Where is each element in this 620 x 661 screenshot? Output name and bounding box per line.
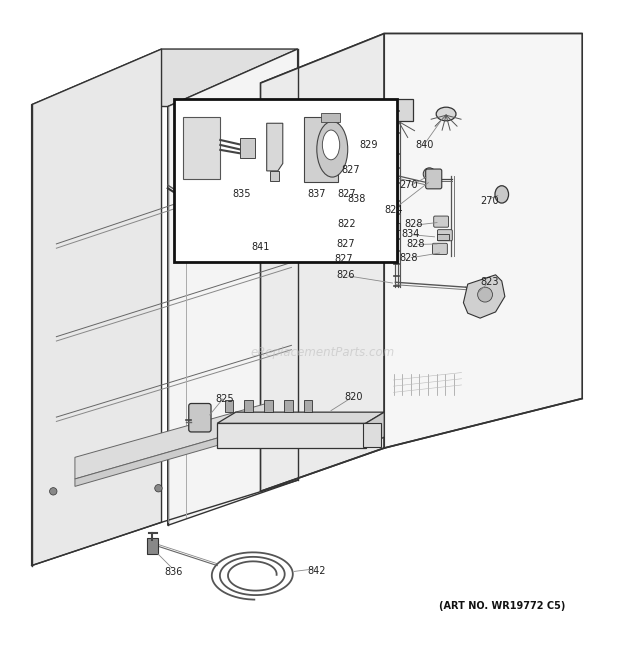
FancyBboxPatch shape <box>188 403 211 432</box>
FancyBboxPatch shape <box>437 234 449 240</box>
Ellipse shape <box>322 130 340 160</box>
FancyBboxPatch shape <box>321 114 340 122</box>
FancyBboxPatch shape <box>147 538 158 555</box>
Text: 834: 834 <box>402 229 420 239</box>
Polygon shape <box>463 275 505 318</box>
Ellipse shape <box>436 107 456 121</box>
Text: 837: 837 <box>307 190 326 200</box>
Polygon shape <box>304 117 338 182</box>
Polygon shape <box>260 34 384 491</box>
Text: eReplacementParts.com: eReplacementParts.com <box>250 346 394 359</box>
Polygon shape <box>363 423 381 447</box>
Polygon shape <box>284 400 293 412</box>
Text: 822: 822 <box>338 219 356 229</box>
Circle shape <box>423 168 436 180</box>
Polygon shape <box>264 400 273 412</box>
Text: 826: 826 <box>336 270 355 280</box>
Text: (ART NO. WR19772 C5): (ART NO. WR19772 C5) <box>438 601 565 611</box>
Polygon shape <box>270 171 279 181</box>
Text: 820: 820 <box>344 392 363 402</box>
Text: 840: 840 <box>415 140 433 150</box>
Polygon shape <box>32 49 162 566</box>
Text: 828: 828 <box>400 253 419 262</box>
Circle shape <box>155 485 162 492</box>
FancyBboxPatch shape <box>434 216 448 227</box>
Bar <box>174 98 397 262</box>
Ellipse shape <box>495 186 508 203</box>
Text: 825: 825 <box>215 393 234 404</box>
Polygon shape <box>217 423 366 448</box>
Text: 827: 827 <box>336 239 355 249</box>
FancyBboxPatch shape <box>433 243 448 254</box>
Circle shape <box>477 287 492 302</box>
Text: 836: 836 <box>165 566 183 577</box>
Circle shape <box>50 488 57 495</box>
Text: 838: 838 <box>347 194 366 204</box>
Text: 829: 829 <box>360 140 378 150</box>
FancyBboxPatch shape <box>438 229 452 241</box>
Text: 841: 841 <box>251 242 270 252</box>
FancyBboxPatch shape <box>426 169 442 189</box>
Polygon shape <box>267 123 283 171</box>
Polygon shape <box>217 412 384 423</box>
Ellipse shape <box>317 122 348 177</box>
Text: 270: 270 <box>400 180 419 190</box>
Polygon shape <box>384 34 582 448</box>
Text: 842: 842 <box>307 566 326 576</box>
Text: 828: 828 <box>405 219 423 229</box>
Polygon shape <box>183 117 220 179</box>
Text: 835: 835 <box>232 190 251 200</box>
Polygon shape <box>260 34 582 83</box>
Polygon shape <box>366 412 384 448</box>
Polygon shape <box>75 422 273 486</box>
Text: 270: 270 <box>480 196 498 206</box>
Text: 827: 827 <box>338 190 356 200</box>
Polygon shape <box>32 49 298 106</box>
Polygon shape <box>224 400 233 412</box>
Polygon shape <box>304 400 312 412</box>
FancyBboxPatch shape <box>389 223 400 230</box>
Text: 827: 827 <box>341 165 360 175</box>
Text: 827: 827 <box>335 254 353 264</box>
Polygon shape <box>168 49 298 525</box>
Polygon shape <box>244 400 253 412</box>
Text: 824: 824 <box>384 205 403 215</box>
Text: 823: 823 <box>480 277 498 288</box>
Text: 828: 828 <box>407 239 425 249</box>
FancyBboxPatch shape <box>240 138 255 158</box>
FancyBboxPatch shape <box>384 99 413 122</box>
Polygon shape <box>75 402 273 479</box>
